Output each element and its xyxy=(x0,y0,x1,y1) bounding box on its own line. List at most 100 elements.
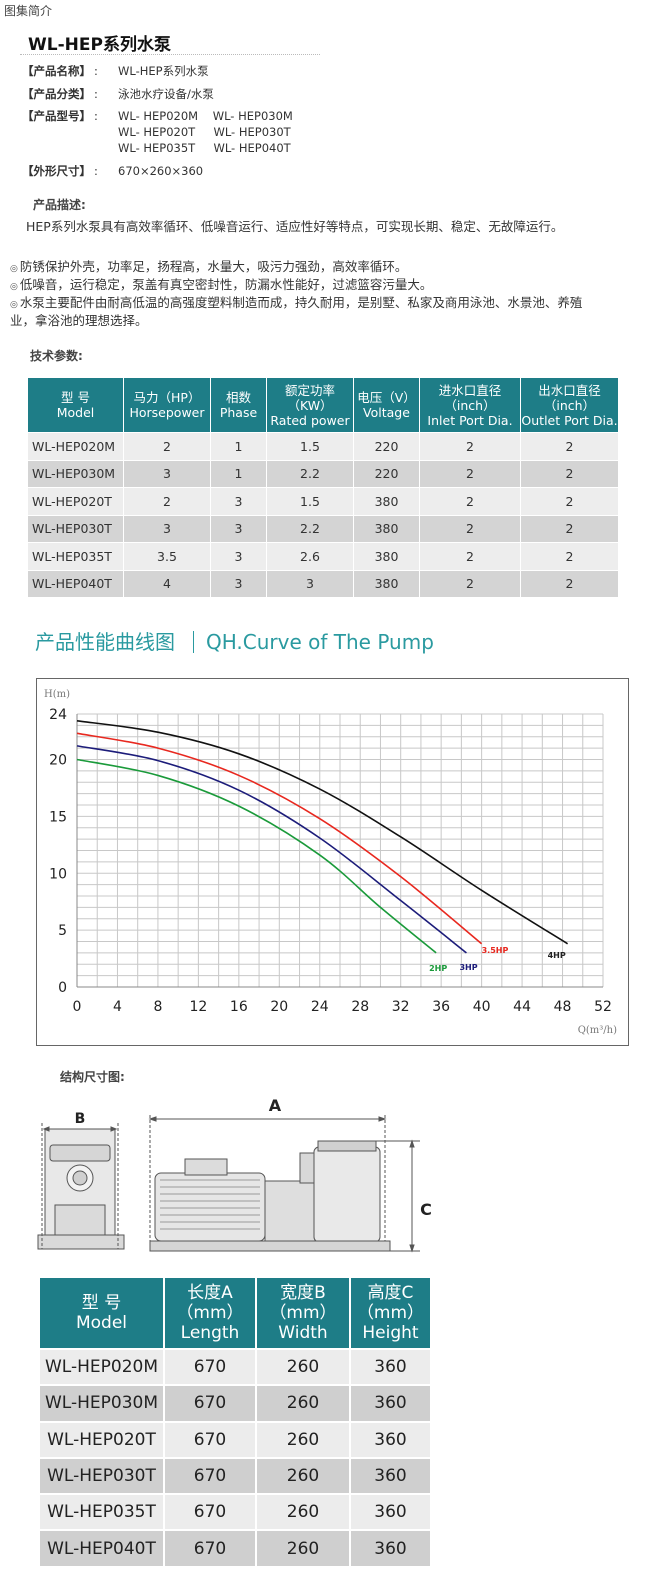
th-model: 型 号 Model xyxy=(38,1276,165,1350)
y-tick-label: 24 xyxy=(49,707,67,723)
dim-header-row: 型 号 Model 长度A （mm） Length 宽度B （mm） Width 高度C （… xyxy=(38,1276,432,1350)
cell-inlet: 2 xyxy=(419,514,521,543)
cell-width: 260 xyxy=(255,1420,351,1459)
info-category-label: 【产品分类】 xyxy=(22,87,91,101)
cell-outlet: 2 xyxy=(520,569,619,598)
info-name-label: 【产品名称】 xyxy=(22,64,91,78)
curve-2hp xyxy=(76,758,437,954)
breadcrumb[interactable]: 图集简介 xyxy=(4,4,53,18)
cell-outlet: 2 xyxy=(520,432,619,461)
y-tick-label: 5 xyxy=(58,923,67,939)
cell-hp: 4 xyxy=(123,569,211,598)
table-row: WL-HEP020M 2 1 1.5 220 2 2 xyxy=(27,432,619,461)
th-height: 高度C （mm） Height xyxy=(349,1276,432,1350)
pump-side-view xyxy=(37,1123,125,1250)
table-row: WL-HEP030M 3 1 2.2 220 2 2 xyxy=(27,459,619,488)
th-width: 宽度B （mm） Width xyxy=(255,1276,351,1350)
cell-voltage: 380 xyxy=(353,514,420,543)
table-row: WL-HEP030T 670 260 360 xyxy=(38,1456,432,1496)
curve-label: 4HP xyxy=(548,951,566,960)
info-models-line3: WL- HEP035T WL- HEP040T xyxy=(118,141,291,155)
y-axis-label: H(m) xyxy=(44,689,70,700)
y-tick-label: 20 xyxy=(49,753,67,769)
info-colon: : xyxy=(94,64,98,78)
cell-inlet: 2 xyxy=(419,487,521,516)
cell-height: 360 xyxy=(349,1420,432,1459)
cell-model: WL-HEP035T xyxy=(27,542,124,571)
cell-voltage: 380 xyxy=(353,487,420,516)
title-divider xyxy=(20,54,320,55)
bullet-icon: ◎ xyxy=(10,300,18,310)
cell-model: WL-HEP040T xyxy=(27,569,124,598)
cell-length: 670 xyxy=(163,1420,257,1459)
cell-model: WL-HEP030M xyxy=(38,1384,165,1423)
info-colon: : xyxy=(94,109,98,123)
tech-header-row: 型 号 Model 马力（HP） Horsepower 相数 Phase 额定功率 （K… xyxy=(27,377,619,433)
info-models-label: 【产品型号】 xyxy=(22,109,91,123)
feature-text-3: 水泵主要配件由耐高低温的高强度塑料制造而成，持久耐用，是别墅、私家及商用泳池、水… xyxy=(19,295,583,310)
x-tick-label: 0 xyxy=(73,999,82,1015)
cell-model: WL-HEP030T xyxy=(38,1456,165,1496)
cell-voltage: 380 xyxy=(353,569,420,598)
feature-bullet-3-cont: 业，拿浴池的理想选择。 xyxy=(10,313,148,328)
cell-width: 260 xyxy=(255,1347,351,1387)
table-row: WL-HEP020M 670 260 360 xyxy=(38,1347,432,1387)
dimension-label-b: B xyxy=(75,1111,86,1127)
table-row: WL-HEP035T 3.5 3 2.6 380 2 2 xyxy=(27,542,619,571)
cell-phase: 1 xyxy=(210,432,267,461)
cell-kw: 2.2 xyxy=(266,514,354,543)
cell-kw: 1.5 xyxy=(266,432,354,461)
x-tick-label: 52 xyxy=(594,999,612,1015)
info-models-line2: WL- HEP020T WL- HEP030T xyxy=(118,125,291,139)
cell-model: WL-HEP020T xyxy=(38,1420,165,1459)
cell-inlet: 2 xyxy=(419,569,521,598)
cell-height: 360 xyxy=(349,1456,432,1496)
cell-width: 260 xyxy=(255,1456,351,1496)
bullet-icon: ◎ xyxy=(10,282,18,292)
x-tick-label: 48 xyxy=(554,999,572,1015)
cell-height: 360 xyxy=(349,1347,432,1387)
curve-label: 3HP xyxy=(459,963,477,972)
y-tick-label: 0 xyxy=(58,980,67,996)
curve-4hp xyxy=(76,720,569,945)
dimension-label-a: A xyxy=(269,1096,282,1115)
cell-model: WL-HEP035T xyxy=(38,1493,165,1532)
x-tick-label: 8 xyxy=(153,999,162,1015)
table-row: WL-HEP035T 670 260 360 xyxy=(38,1493,432,1532)
x-tick-label: 40 xyxy=(473,999,491,1015)
cell-voltage: 380 xyxy=(353,542,420,571)
x-tick-label: 44 xyxy=(513,999,531,1015)
pump-curve-chart-frame xyxy=(36,678,629,1046)
th-model: 型 号 Model xyxy=(27,377,124,433)
x-tick-label: 16 xyxy=(230,999,248,1015)
cell-height: 360 xyxy=(349,1493,432,1532)
tech-spec-table: 型 号 Model 马力（HP） Horsepower 相数 Phase 额定功率 （K… xyxy=(27,377,619,598)
cell-inlet: 2 xyxy=(419,459,521,488)
y-tick-label: 10 xyxy=(49,866,67,882)
y-tick-label: 15 xyxy=(49,809,67,825)
cell-voltage: 220 xyxy=(353,459,420,488)
x-tick-label: 20 xyxy=(270,999,288,1015)
th-rated-power: 额定功率 （KW） Rated power xyxy=(266,377,354,433)
cell-model: WL-HEP040T xyxy=(38,1529,165,1568)
table-row: WL-HEP040T 670 260 360 xyxy=(38,1529,432,1568)
title-separator xyxy=(193,631,194,653)
cell-outlet: 2 xyxy=(520,514,619,543)
cell-outlet: 2 xyxy=(520,459,619,488)
info-category-value: 泳池水疗设备/水泵 xyxy=(118,87,214,101)
cell-voltage: 220 xyxy=(353,432,420,461)
info-colon: : xyxy=(94,87,98,101)
x-tick-label: 36 xyxy=(432,999,450,1015)
feature-text-2: 低噪音，运行稳定，泵盖有真空密封性，防漏水性能好，过滤篮容污量大。 xyxy=(19,277,433,292)
th-outlet: 出水口直径 （inch） Outlet Port Dia. xyxy=(520,377,619,433)
cell-length: 670 xyxy=(163,1529,257,1568)
feature-bullet-2: ◎ 低噪音，运行稳定，泵盖有真空密封性，防漏水性能好，过滤篮容污量大。 xyxy=(10,276,650,296)
curve-3hp xyxy=(76,745,467,954)
cell-inlet: 2 xyxy=(419,542,521,571)
table-row: WL-HEP030T 3 3 2.2 380 2 2 xyxy=(27,514,619,543)
cell-model: WL-HEP030T xyxy=(27,514,124,543)
table-row: WL-HEP020T 670 260 360 xyxy=(38,1420,432,1459)
cell-outlet: 2 xyxy=(520,487,619,516)
info-colon: : xyxy=(94,164,98,178)
info-models-line1: WL- HEP020M WL- HEP030M xyxy=(118,109,293,123)
